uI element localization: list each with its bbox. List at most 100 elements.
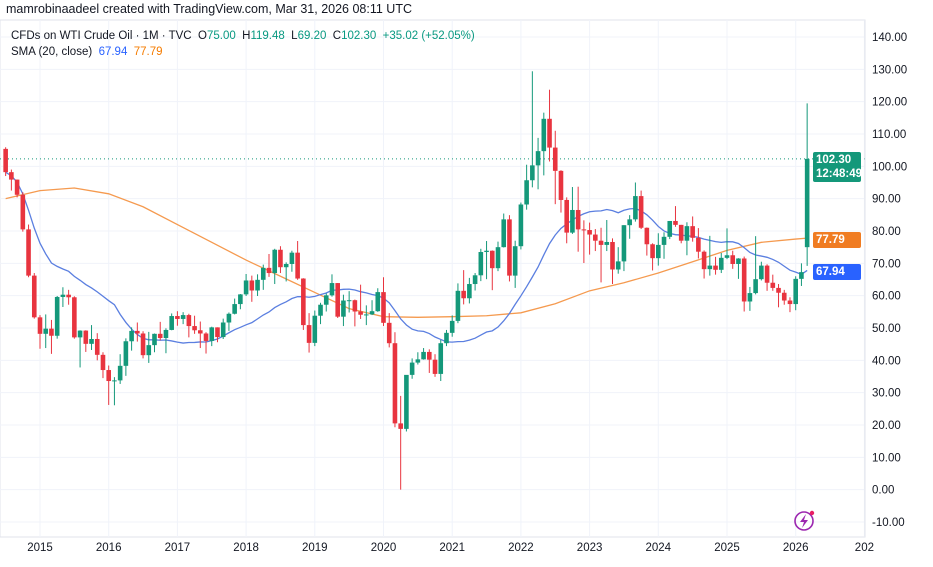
candle-body	[129, 330, 134, 342]
candle-body	[449, 320, 455, 333]
candle-body	[358, 311, 363, 315]
low-label: L	[291, 30, 298, 42]
candle	[427, 349, 432, 373]
candle	[696, 228, 701, 259]
candle-body	[364, 314, 369, 316]
y-tick-label: 20.00	[872, 420, 901, 432]
candle	[684, 222, 690, 256]
candle-body	[427, 351, 432, 360]
candle-body	[72, 297, 77, 338]
candle	[530, 71, 535, 188]
candle-body	[627, 219, 632, 226]
candle	[20, 192, 26, 232]
candle-body	[730, 255, 736, 264]
candle-body	[20, 194, 26, 230]
candle-body	[323, 295, 329, 305]
candle-body	[375, 292, 381, 312]
candle	[570, 187, 575, 234]
candle	[472, 273, 478, 291]
candle	[352, 299, 358, 327]
candle-body	[547, 118, 552, 148]
candle-body	[163, 329, 169, 339]
candle-body	[678, 224, 684, 241]
candle-body	[535, 151, 541, 166]
candle	[587, 222, 592, 255]
close-value: 102.30	[341, 30, 377, 42]
candle	[329, 274, 335, 297]
x-tick-label: 2016	[96, 542, 122, 554]
candle-body	[495, 247, 501, 269]
candle	[621, 225, 627, 272]
candle	[272, 248, 278, 285]
candle	[610, 238, 615, 285]
candle	[581, 220, 587, 264]
candle	[512, 240, 518, 288]
candle-body	[472, 275, 478, 285]
high-label: H	[242, 30, 251, 42]
candle-body	[112, 380, 117, 382]
x-tick-label: 2022	[508, 542, 534, 554]
candle	[3, 147, 8, 177]
candle	[713, 256, 718, 275]
candle	[301, 278, 306, 330]
logo-bolt	[800, 514, 808, 528]
candle-body	[318, 304, 323, 316]
candle-body	[644, 227, 650, 245]
symbol-name[interactable]: CFDs on WTI Crude Oil · 1M · TVC	[11, 30, 192, 42]
candle-body	[673, 220, 678, 225]
candle	[690, 216, 695, 242]
candle	[289, 250, 295, 272]
candle	[404, 374, 409, 432]
candle	[661, 232, 667, 259]
candle	[66, 289, 71, 305]
candle-body	[106, 370, 111, 382]
candle-body	[718, 257, 724, 270]
x-tick-label: 2023	[577, 542, 603, 554]
candle	[781, 289, 787, 305]
candle	[358, 284, 363, 319]
candle-body	[266, 267, 272, 274]
candle-body	[707, 265, 713, 270]
candle	[318, 302, 323, 325]
candle	[83, 330, 89, 352]
candle	[60, 287, 66, 307]
y-tick-label: 100.00	[872, 161, 907, 173]
candle-body	[369, 311, 375, 315]
y-tick-label: 0.00	[872, 485, 894, 497]
candle-body	[60, 294, 66, 297]
candle	[701, 250, 707, 279]
y-tick-label: 80.00	[872, 226, 901, 238]
candle-body	[220, 322, 226, 338]
candle	[398, 395, 403, 490]
last-price-tag: 102.30 12:48:49	[813, 152, 862, 182]
candle	[753, 236, 758, 295]
candle	[724, 228, 730, 260]
candle-body	[713, 265, 718, 270]
y-tick-label: 120.00	[872, 97, 907, 109]
candle-body	[804, 158, 810, 248]
sma-label[interactable]: SMA (20, close)	[11, 46, 93, 58]
candle	[198, 321, 203, 349]
candle	[615, 247, 621, 274]
candle	[123, 338, 129, 376]
candle-body	[776, 287, 781, 293]
y-tick-label: 50.00	[872, 323, 901, 335]
candle-body	[381, 292, 386, 323]
legend: CFDs on WTI Crude Oil · 1M · TVC O75.00 …	[11, 28, 475, 60]
candle-body	[781, 292, 787, 301]
candle	[718, 252, 724, 274]
candle	[707, 235, 713, 276]
candle-body	[638, 196, 644, 228]
candle	[421, 348, 426, 360]
x-tick-label: 2024	[646, 542, 672, 554]
logo-dot	[809, 510, 815, 516]
candle	[432, 354, 438, 377]
candle-body	[3, 148, 8, 173]
candle	[495, 241, 501, 272]
candle-body	[770, 282, 776, 288]
candle-body	[43, 328, 49, 334]
candle	[627, 215, 632, 239]
candle	[157, 321, 163, 341]
open-value: 75.00	[206, 30, 236, 42]
